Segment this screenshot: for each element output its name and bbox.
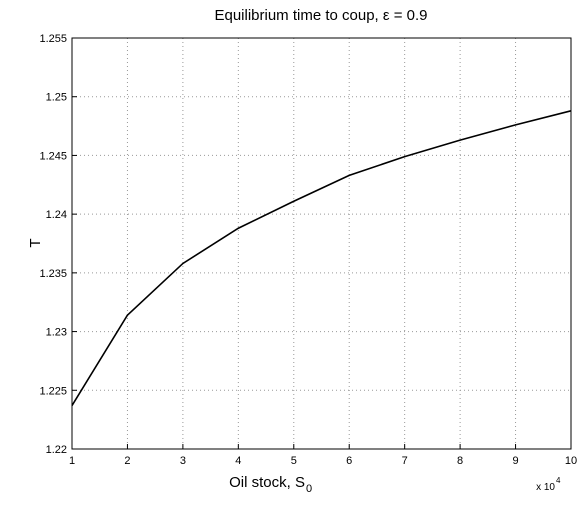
y-tick-label: 1.23	[46, 327, 67, 339]
y-tick-label: 1.24	[46, 209, 67, 221]
x-tick-label: 9	[512, 455, 518, 467]
x-tick-label: 4	[235, 455, 241, 467]
y-tick-label: 1.235	[39, 268, 67, 280]
y-tick-label: 1.225	[39, 385, 67, 397]
x-tick-label: 6	[346, 455, 352, 467]
x-tick-label: 10	[565, 455, 577, 467]
x-tick-label: 1	[69, 455, 75, 467]
x-axis-label: Oil stock, S	[229, 474, 305, 491]
y-tick-label: 1.22	[46, 444, 67, 456]
y-tick-label: 1.245	[39, 150, 67, 162]
y-tick-label: 1.25	[46, 92, 67, 104]
x-tick-label: 3	[180, 455, 186, 467]
y-tick-label: 1.255	[39, 33, 67, 45]
x-multiplier: x 10	[536, 482, 555, 493]
x-tick-label: 2	[124, 455, 130, 467]
x-tick-label: 5	[291, 455, 297, 467]
x-axis-label-subscript: 0	[306, 483, 312, 495]
y-axis-label: T	[27, 238, 44, 247]
x-tick-label: 7	[402, 455, 408, 467]
x-multiplier-exponent: 4	[556, 476, 561, 485]
x-tick-label: 8	[457, 455, 463, 467]
plot-frame	[71, 37, 572, 450]
data-line	[71, 110, 572, 406]
chart-title: Equilibrium time to coup, ε = 0.9	[214, 7, 427, 24]
